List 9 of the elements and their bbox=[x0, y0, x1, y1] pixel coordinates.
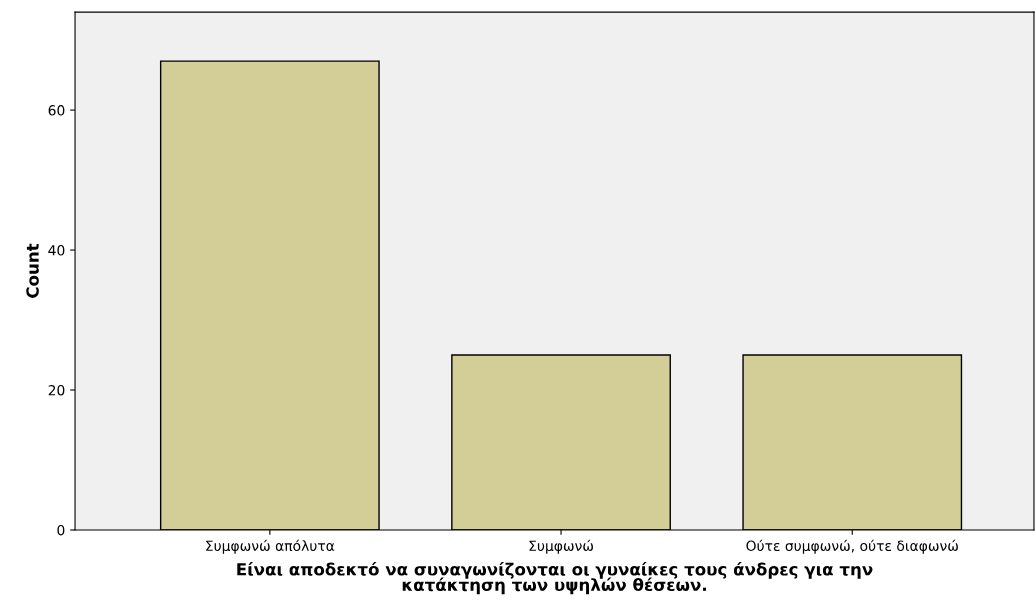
y-tick-label: 20 bbox=[48, 384, 65, 396]
x-axis-title: Είναι αποδεκτό να συναγωνίζονται οι γυναίκες τους άνδρες για την κατάκτηση των υψηλών θέσεων. bbox=[237, 562, 873, 595]
y-tick-label: 40 bbox=[48, 245, 65, 256]
x-tick-label: Συμφωνώ bbox=[529, 539, 594, 554]
x-tick-label: Ούτε συμφωνώ, ούτε διαφωνώ bbox=[746, 539, 958, 554]
y-axis-title: Count bbox=[26, 243, 39, 298]
y-tick-label: 60 bbox=[48, 105, 65, 116]
x-tick-label: Συμφωνώ απόλυτα bbox=[206, 539, 335, 554]
y-tick-label: 0 bbox=[57, 524, 65, 536]
